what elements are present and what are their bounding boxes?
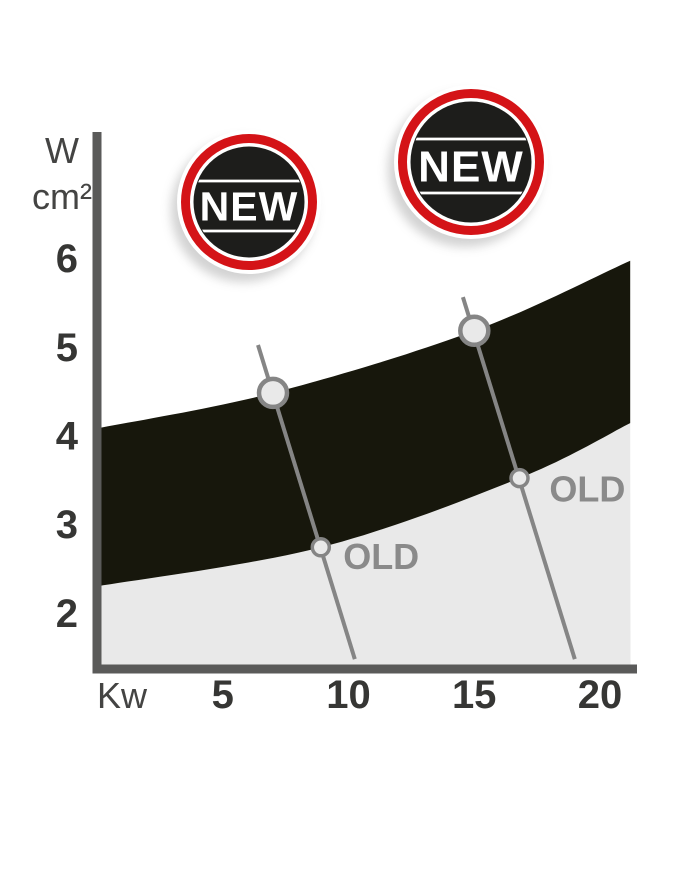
new-band-area: [97, 260, 631, 587]
y-tick-6: 6: [56, 237, 78, 281]
band-areas: [97, 260, 631, 665]
badge-label: NEW: [418, 142, 524, 191]
y-tick-4: 4: [56, 415, 79, 459]
old-label-2: OLD: [549, 469, 625, 510]
marker-small-2: [310, 537, 332, 558]
new-badge-2: NEW: [388, 85, 548, 247]
y-tick-5: 5: [56, 326, 78, 370]
new-badge-1: NEW: [171, 130, 321, 282]
x-tick-10: 10: [326, 673, 371, 717]
badge-stripe-lines: [411, 137, 531, 195]
y-tick-3: 3: [56, 503, 78, 547]
x-tick-5: 5: [212, 673, 234, 717]
badge-stripe-lines: [194, 179, 304, 233]
x-axis-tick-labels: 5 10 15 20: [212, 673, 623, 717]
x-tick-20: 20: [578, 673, 623, 717]
axis-unit-labels: W cm² Kw: [32, 130, 148, 716]
annotations: OLD OLD: [256, 296, 625, 660]
old-label-1: OLD: [343, 536, 419, 577]
badge-red-ring: [181, 134, 317, 270]
marker-small-4: [509, 467, 530, 489]
new-badges: NEW NEW: [171, 85, 548, 282]
x-tick-15: 15: [452, 673, 497, 717]
y-tick-2: 2: [56, 592, 78, 636]
badge-red-ring: [398, 89, 544, 235]
badge-label: NEW: [200, 183, 299, 229]
marker-large-1: [256, 376, 290, 410]
old-band-area: [97, 423, 631, 665]
y-axis-unit-denominator: cm²: [32, 176, 92, 217]
y-axis-tick-labels: 6 5 4 3 2: [56, 237, 79, 636]
marker-large-3: [458, 314, 491, 348]
x-axis-unit: Kw: [97, 675, 148, 716]
y-axis-unit-numerator: W: [45, 130, 79, 171]
axes: [92, 132, 637, 674]
